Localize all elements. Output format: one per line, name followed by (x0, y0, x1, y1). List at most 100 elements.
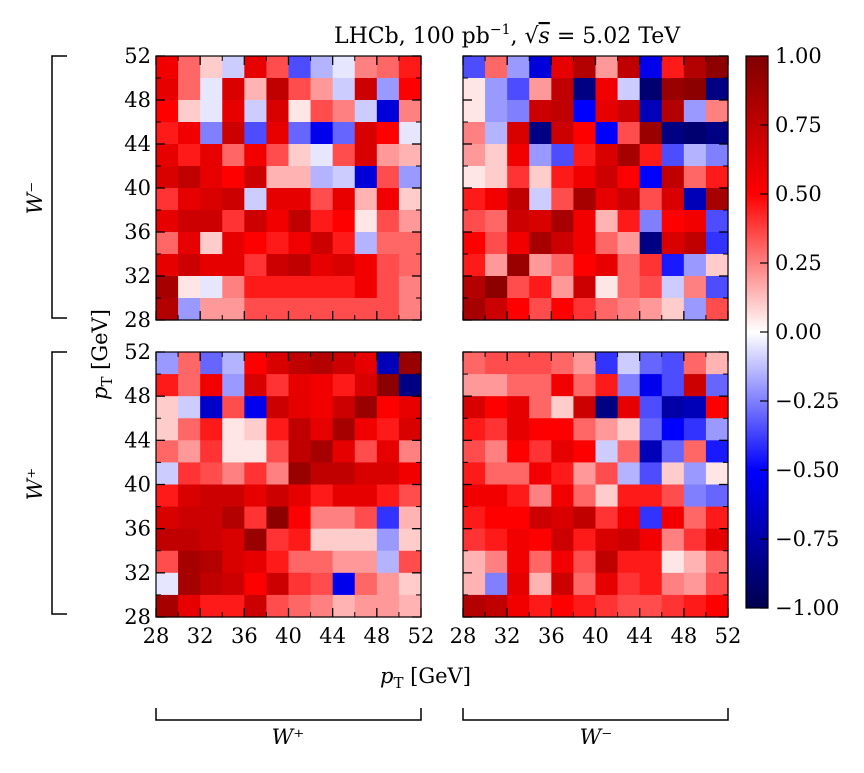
heatmap-cell (507, 550, 530, 574)
heatmap-cell (463, 418, 486, 441)
heatmap-cell (507, 144, 530, 167)
heatmap-cell (683, 528, 707, 552)
heatmap-cell (332, 210, 356, 233)
heatmap-cell (200, 550, 223, 574)
heatmap-cell (354, 506, 378, 530)
heatmap-cell (507, 396, 530, 419)
heatmap-cell (683, 594, 707, 618)
heatmap-cell (376, 352, 400, 375)
heatmap-cell (266, 298, 290, 321)
heatmap-cell (595, 550, 619, 574)
heatmap-cell (485, 484, 508, 508)
colorbar-tick-label: 0.50 (775, 182, 822, 206)
heatmap-cell (156, 232, 179, 255)
heatmap-cell (376, 374, 400, 397)
heatmap-cell (332, 484, 356, 508)
heatmap-cell (200, 352, 223, 375)
heatmap-cell (485, 594, 508, 618)
heatmap-cell (398, 276, 422, 299)
heatmap-cell (178, 166, 201, 189)
heatmap-cell (398, 210, 422, 233)
colorbar-tick-label: 0.25 (775, 251, 822, 275)
heatmap-cell (244, 78, 268, 101)
heatmap-cell (529, 440, 552, 464)
heatmap-cell (551, 484, 575, 508)
heatmap-cell (485, 166, 508, 189)
heatmap-cell (485, 418, 508, 441)
heatmap-cell (463, 56, 486, 79)
heatmap-cell (507, 484, 530, 508)
heatmap-cell (551, 210, 575, 233)
heatmap-cell (529, 298, 552, 321)
heatmap-cell (222, 594, 245, 618)
heatmap-cell (551, 440, 575, 464)
heatmap-cell (617, 122, 641, 145)
heatmap-cell (266, 276, 290, 299)
x-tick-label: 28 (450, 624, 477, 648)
heatmap-cell (485, 440, 508, 464)
heatmap-cell (354, 166, 378, 189)
heatmap-cell (683, 122, 707, 145)
heatmap-cell (310, 418, 334, 441)
heatmap-cell (639, 254, 663, 277)
heatmap-cell (529, 506, 552, 530)
heatmap-cell (266, 396, 290, 419)
heatmap-cell (661, 254, 685, 277)
heatmap-cell (595, 276, 619, 299)
heatmap-cell (595, 594, 619, 618)
heatmap-cell (705, 352, 729, 375)
x-tick-label: 36 (538, 624, 565, 648)
heatmap-cell (310, 594, 334, 618)
heatmap-cell (463, 188, 486, 211)
heatmap-cell (463, 352, 486, 375)
heatmap-cell (507, 100, 530, 123)
heatmap-cell (485, 100, 508, 123)
heatmap-cell (222, 462, 245, 486)
heatmap-cell (661, 298, 685, 321)
heatmap-cell (551, 56, 575, 79)
heatmap-cell (222, 352, 245, 375)
heatmap-cell (573, 374, 597, 397)
heatmap-cell (354, 232, 378, 255)
heatmap-cell (529, 550, 552, 574)
heatmap-cell (617, 100, 641, 123)
heatmap-cell (178, 528, 201, 552)
heatmap-cell (463, 78, 486, 101)
heatmap-cell (200, 462, 223, 486)
heatmap-cell (463, 594, 486, 618)
heatmap-cell (573, 550, 597, 574)
heatmap-cell (310, 166, 334, 189)
heatmap-cell (529, 122, 552, 145)
heatmap-cell (200, 528, 223, 552)
column-group-label-w-minus: W⁻ (580, 725, 613, 749)
heatmap-cell (463, 298, 486, 321)
heatmap-cell (222, 276, 245, 299)
heatmap-cell (661, 210, 685, 233)
y-tick-label: 28 (124, 605, 151, 629)
heatmap-cell (485, 572, 508, 596)
heatmap-cell (376, 144, 400, 167)
heatmap-cell (288, 352, 312, 375)
heatmap-cell (595, 232, 619, 255)
heatmap-cell (463, 122, 486, 145)
heatmap-cell (200, 210, 223, 233)
heatmap-cell (595, 572, 619, 596)
heatmap-cell (156, 594, 179, 618)
heatmap-cell (332, 232, 356, 255)
heatmap-cell (485, 396, 508, 419)
heatmap-cell (332, 100, 356, 123)
heatmap-cell (376, 396, 400, 419)
heatmap-cell (266, 78, 290, 101)
heatmap-cell (683, 462, 707, 486)
heatmap-cell (529, 166, 552, 189)
y-tick-label: 44 (124, 428, 151, 452)
heatmap-cell (178, 484, 201, 508)
heatmap-cell (354, 188, 378, 211)
heatmap-cell (200, 440, 223, 464)
heatmap-cell (288, 374, 312, 397)
heatmap-cell (595, 298, 619, 321)
heatmap-cell (595, 78, 619, 101)
heatmap-cell (683, 56, 707, 79)
heatmap-cell (376, 100, 400, 123)
heatmap-cell (244, 484, 268, 508)
